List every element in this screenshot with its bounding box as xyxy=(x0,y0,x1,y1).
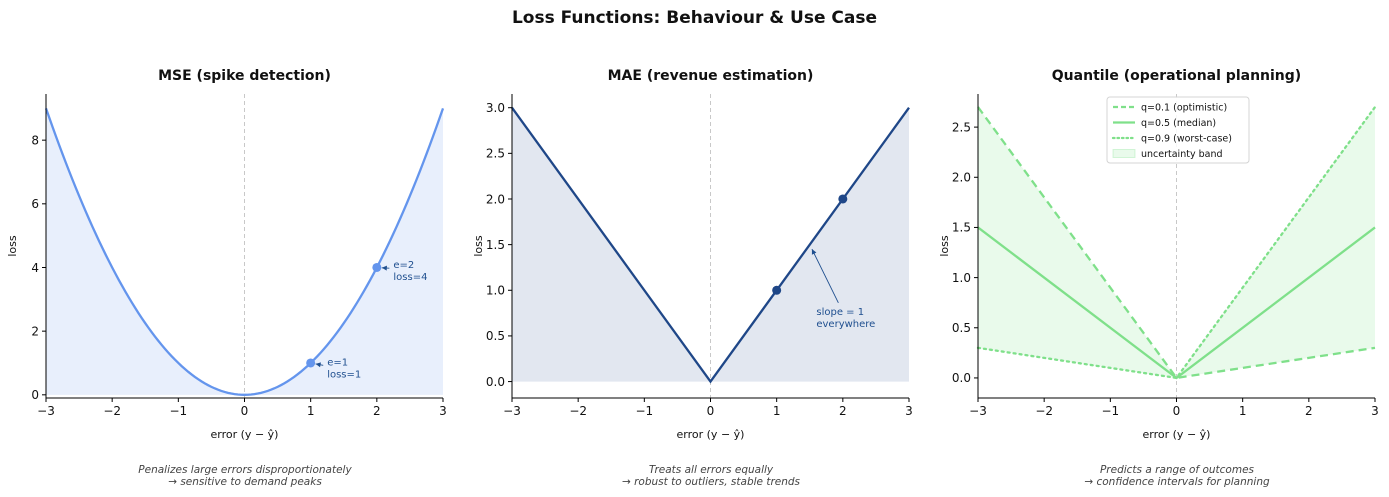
mae-caption-line-1: Treats all errors equally xyxy=(648,464,774,476)
annotation-line: everywhere xyxy=(816,319,875,330)
annotation-arrow-line xyxy=(811,248,839,303)
mae-caption: Treats all errors equally → robust to ou… xyxy=(511,464,911,488)
highlight-point xyxy=(372,262,382,272)
highlight-point xyxy=(306,358,316,368)
mse-panel: −3 −2 −1 0 1 2 3 0 2 4 6 8 MSE (spike detection) erro… xyxy=(6,68,447,441)
x-tick-label: −3 xyxy=(503,404,521,418)
uncertainty-band-area xyxy=(978,107,1375,378)
x-tick-label: 2 xyxy=(839,404,847,418)
y-tick-label: 0.5 xyxy=(952,321,971,335)
annotation: e=1 loss=1 xyxy=(315,357,361,380)
y-tick-label: 1.0 xyxy=(486,284,505,298)
legend-label: q=0.5 (median) xyxy=(1141,118,1216,129)
legend: q=0.1 (optimistic) q=0.5 (median) q=0.9 (w… xyxy=(1106,96,1250,164)
y-tick-label: 0 xyxy=(31,388,39,402)
legend-label: uncertainty band xyxy=(1141,149,1223,160)
annotation-line: e=1 xyxy=(327,357,348,368)
annotation-text: e=2 loss=4 xyxy=(393,260,427,283)
y-tick-label: 3.0 xyxy=(486,101,505,115)
y-tick-label: 8 xyxy=(31,133,39,147)
y-tick-label: 2.5 xyxy=(486,147,505,161)
annotation-line: loss=4 xyxy=(393,272,427,283)
y-tick-label: 4 xyxy=(31,261,39,275)
x-tick-label: 2 xyxy=(373,404,381,418)
panel-title: MSE (spike detection) xyxy=(158,68,331,84)
quantile-caption-line-2: → confidence intervals for planning xyxy=(1084,476,1270,488)
x-tick-label: 0 xyxy=(1173,404,1181,418)
y-tick-label: 6 xyxy=(31,197,39,211)
annotation-text: slope = 1 everywhere xyxy=(816,307,875,330)
highlight-point xyxy=(772,285,782,295)
area-under-curve xyxy=(512,107,909,382)
x-tick-label: −2 xyxy=(1035,404,1053,418)
panel-title: MAE (revenue estimation) xyxy=(608,68,814,84)
x-tick-label: 2 xyxy=(1305,404,1313,418)
y-tick-label: 1.0 xyxy=(952,271,971,285)
annotation: slope = 1 everywhere xyxy=(811,248,875,330)
x-tick-label: 1 xyxy=(1239,404,1247,418)
x-tick-label: −3 xyxy=(969,404,987,418)
quantile-caption: Predicts a range of outcomes → confidenc… xyxy=(977,464,1377,488)
mse-caption: Penalizes large errors disproportionatel… xyxy=(45,464,445,488)
x-axis-label: error (y − ŷ) xyxy=(677,428,745,441)
annotation-line: e=2 xyxy=(393,260,414,271)
series-line-1 xyxy=(977,106,1376,380)
panel-title: Quantile (operational planning) xyxy=(1052,68,1301,84)
x-tick-label: 1 xyxy=(773,404,781,418)
y-tick-label: 2 xyxy=(31,324,39,338)
legend-label: q=0.1 (optimistic) xyxy=(1141,103,1227,114)
legend-frame xyxy=(1106,96,1250,164)
mse-caption-line-2: → sensitive to demand peaks xyxy=(168,476,322,488)
x-tick-label: 3 xyxy=(1371,404,1379,418)
x-tick-label: −1 xyxy=(1101,404,1119,418)
annotation-line: slope = 1 xyxy=(816,307,864,318)
series-line-3 xyxy=(976,105,1377,380)
x-axis-label: error (y − ŷ) xyxy=(211,428,279,441)
x-tick-label: 1 xyxy=(307,404,315,418)
x-tick-label: 3 xyxy=(905,404,913,418)
y-tick-label: 2.0 xyxy=(486,192,505,206)
y-tick-label: 0.5 xyxy=(486,329,505,343)
y-tick-label: 2.5 xyxy=(952,120,971,134)
x-tick-label: −2 xyxy=(569,404,587,418)
x-tick-label: 0 xyxy=(241,404,249,418)
annotation-text: e=1 loss=1 xyxy=(327,357,361,380)
figure-title: Loss Functions: Behaviour & Use Case xyxy=(511,8,878,28)
annotation: e=2 loss=4 xyxy=(381,260,427,283)
mae-panel: −3 −2 −1 0 1 2 3 0.0 0.5 1.0 1.5 2.0 2.5 3.0 MAE (reve… xyxy=(472,68,913,441)
mae-caption-line-2: → robust to outliers, stable trends xyxy=(621,476,801,488)
legend-label: q=0.9 (worst-case) xyxy=(1141,134,1232,145)
annotation-arrow-head xyxy=(315,362,321,368)
mse-caption-line-1: Penalizes large errors disproportionatel… xyxy=(138,464,352,476)
y-tick-label: 1.5 xyxy=(952,221,971,235)
annotation-arrow-head xyxy=(381,265,387,271)
annotation-line: loss=1 xyxy=(327,369,361,380)
x-tick-label: −1 xyxy=(169,404,187,418)
x-tick-label: −1 xyxy=(635,404,653,418)
y-axis-label: loss xyxy=(472,235,485,257)
y-tick-label: 1.5 xyxy=(486,238,505,252)
y-tick-label: 0.0 xyxy=(486,375,505,389)
quantile-caption-line-1: Predicts a range of outcomes xyxy=(1099,464,1255,476)
x-tick-label: 3 xyxy=(439,404,447,418)
y-tick-label: 2.0 xyxy=(952,171,971,185)
x-tick-label: −3 xyxy=(37,404,55,418)
highlight-point xyxy=(838,194,848,204)
legend-swatch-band xyxy=(1112,149,1136,158)
y-axis-label: loss xyxy=(6,235,19,257)
quantile-panel: −3 −2 −1 0 1 2 3 0.0 0.5 1.0 1.5 2.0 2.5 Quantile (op… xyxy=(938,68,1379,441)
x-axis-label: error (y − ŷ) xyxy=(1143,428,1211,441)
x-tick-label: 0 xyxy=(707,404,715,418)
y-tick-label: 0.0 xyxy=(952,371,971,385)
annotation-arrow-head xyxy=(811,249,817,255)
x-tick-label: −2 xyxy=(103,404,121,418)
y-axis-label: loss xyxy=(938,235,951,257)
